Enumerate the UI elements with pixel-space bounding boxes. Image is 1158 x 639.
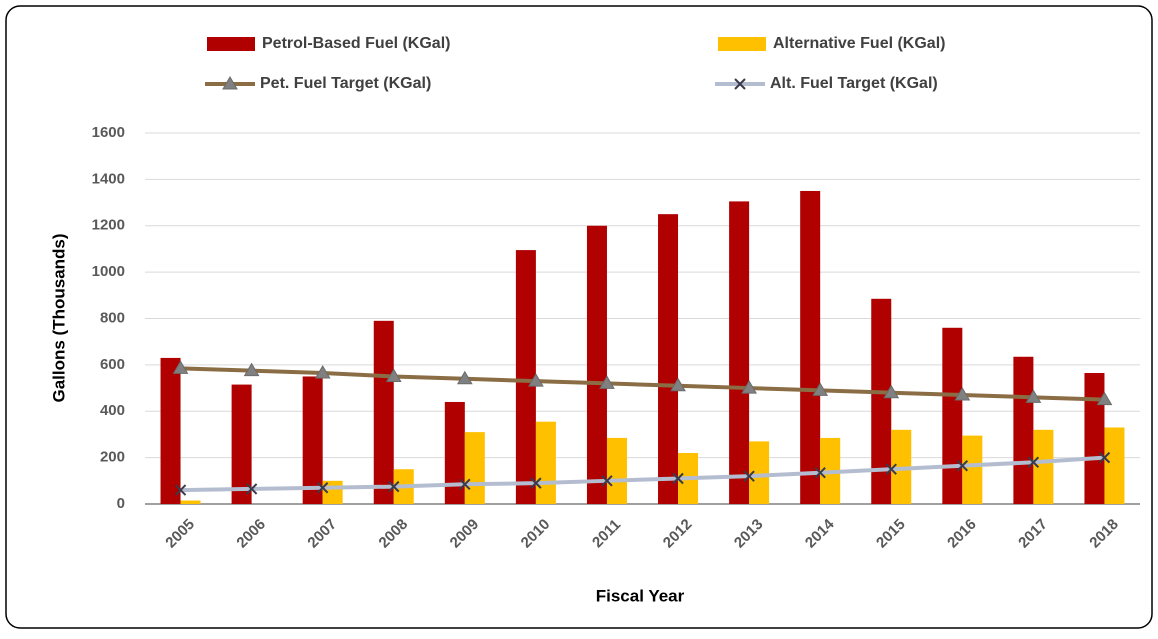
- line-marker: [316, 482, 329, 494]
- line-marker: [388, 480, 400, 493]
- bar: [942, 327, 963, 504]
- line-marker: [814, 466, 826, 479]
- bar: [444, 401, 465, 504]
- line-marker: [459, 478, 471, 490]
- y-tick-label: 1400: [92, 170, 125, 187]
- line-marker: [743, 470, 755, 482]
- line-marker: [172, 360, 189, 374]
- bar: [302, 376, 323, 504]
- legend-label: Petrol-Based Fuel (KGal): [262, 35, 450, 52]
- legend-marker: [734, 78, 746, 90]
- y-tick-label: 800: [100, 309, 125, 326]
- y-tick-label: 1000: [92, 263, 125, 280]
- bar: [800, 190, 821, 504]
- x-axis-title: Fiscal Year: [596, 586, 685, 605]
- line-marker: [956, 460, 969, 472]
- legend-label: Alternative Fuel (KGal): [773, 35, 945, 52]
- y-axis-title: Gallons (Thousands): [49, 233, 68, 402]
- line: [180, 455, 1105, 493]
- line-marker: [243, 362, 260, 377]
- line-marker: [174, 484, 187, 496]
- line: [180, 366, 1105, 402]
- line-marker: [601, 475, 613, 487]
- line-marker: [385, 368, 402, 382]
- y-tick-label: 600: [100, 356, 125, 373]
- line-marker: [885, 463, 897, 475]
- line-marker: [883, 384, 900, 399]
- legend-marker: [222, 76, 238, 90]
- line-marker: [672, 472, 684, 485]
- line-marker: [528, 373, 544, 387]
- bar: [962, 435, 983, 504]
- y-tick-label: 1200: [92, 217, 125, 234]
- line-marker: [1027, 456, 1040, 468]
- line-marker: [812, 382, 829, 396]
- y-tick-label: 400: [100, 402, 125, 419]
- line-marker: [1025, 389, 1042, 403]
- bar: [871, 298, 892, 504]
- bar: [464, 432, 485, 504]
- bar: [515, 250, 536, 504]
- bar: [586, 225, 607, 504]
- line-marker: [314, 364, 331, 379]
- bar: [749, 441, 770, 504]
- y-tick-label: 0: [117, 495, 125, 512]
- bar: [231, 384, 252, 504]
- line-marker: [954, 387, 971, 401]
- legend-label: Alt. Fuel Target (KGal): [770, 75, 938, 92]
- line-marker: [245, 483, 258, 495]
- bar: [1013, 356, 1034, 504]
- line-marker: [1096, 391, 1113, 406]
- bar: [1104, 427, 1125, 504]
- bar: [606, 437, 627, 504]
- bar: [180, 500, 201, 504]
- bar: [729, 201, 750, 504]
- chart-border: [5, 5, 1153, 629]
- bar: [1033, 429, 1054, 504]
- line-marker: [456, 370, 473, 385]
- line-marker: [741, 380, 757, 394]
- line-marker: [599, 375, 615, 389]
- bar: [658, 214, 679, 504]
- legend-label: Pet. Fuel Target (KGal): [260, 75, 431, 92]
- line-marker: [530, 477, 542, 489]
- y-tick-label: 200: [100, 449, 125, 466]
- legend-swatch: [718, 37, 766, 51]
- line-marker: [1098, 451, 1111, 464]
- line-marker: [670, 377, 686, 392]
- y-tick-label: 1600: [92, 124, 125, 141]
- bar: [373, 320, 394, 504]
- bar: [1084, 372, 1105, 504]
- bar: [160, 357, 181, 504]
- legend-swatch: [207, 37, 255, 51]
- bar: [535, 421, 556, 504]
